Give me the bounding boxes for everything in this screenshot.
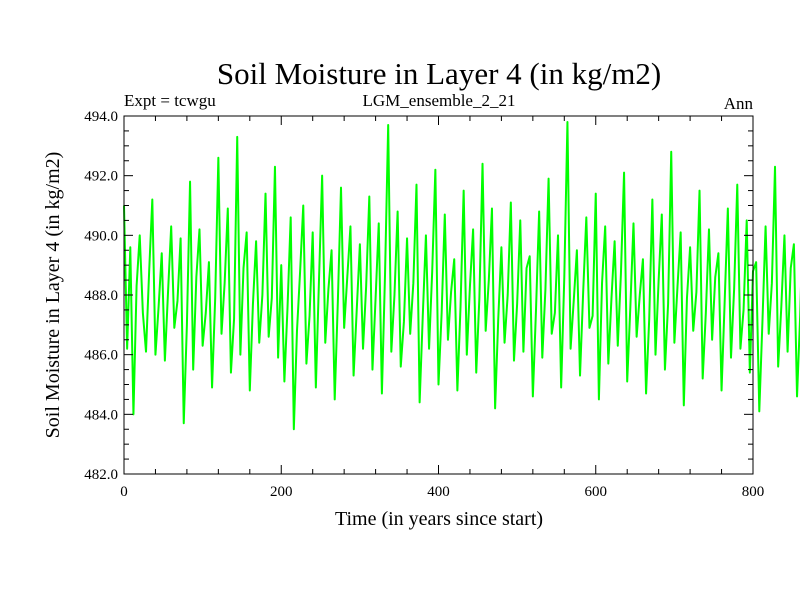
ticks-layer: 0 200 400 600 800 482.0 484.0 486.0 488.0 490.0 49… (84, 109, 764, 500)
y-tick-label: 494.0 (84, 109, 118, 125)
x-tick-label: 0 (120, 484, 128, 500)
series-layer (124, 122, 800, 450)
x-axis-label: Time (in years since start) (335, 508, 543, 530)
chart: Soil Moisture in Layer 4 (in kg/m2) Expt… (0, 0, 800, 600)
y-tick-label: 492.0 (84, 169, 118, 185)
y-tick-label: 486.0 (84, 348, 118, 364)
subtitle-left: Expt = tcwgu (124, 91, 216, 110)
x-tick-label: 400 (427, 484, 450, 500)
x-tick-label: 800 (742, 484, 765, 500)
y-tick-label: 490.0 (84, 228, 118, 244)
subtitle-center: LGM_ensemble_2_21 (363, 91, 516, 110)
y-tick-label: 488.0 (84, 288, 118, 304)
plot-area: 0 200 400 600 800 482.0 484.0 486.0 488.0 490.0 49… (84, 109, 800, 500)
subtitle-right: Ann (724, 94, 754, 113)
chart-title: Soil Moisture in Layer 4 (in kg/m2) (217, 56, 661, 91)
y-tick-label: 484.0 (84, 407, 118, 423)
series-line-0 (124, 122, 800, 450)
y-tick-label: 482.0 (84, 467, 118, 483)
y-axis-label: Soil Moisture in Layer 4 (in kg/m2) (42, 152, 64, 439)
x-tick-label: 200 (270, 484, 293, 500)
x-tick-label: 600 (585, 484, 608, 500)
